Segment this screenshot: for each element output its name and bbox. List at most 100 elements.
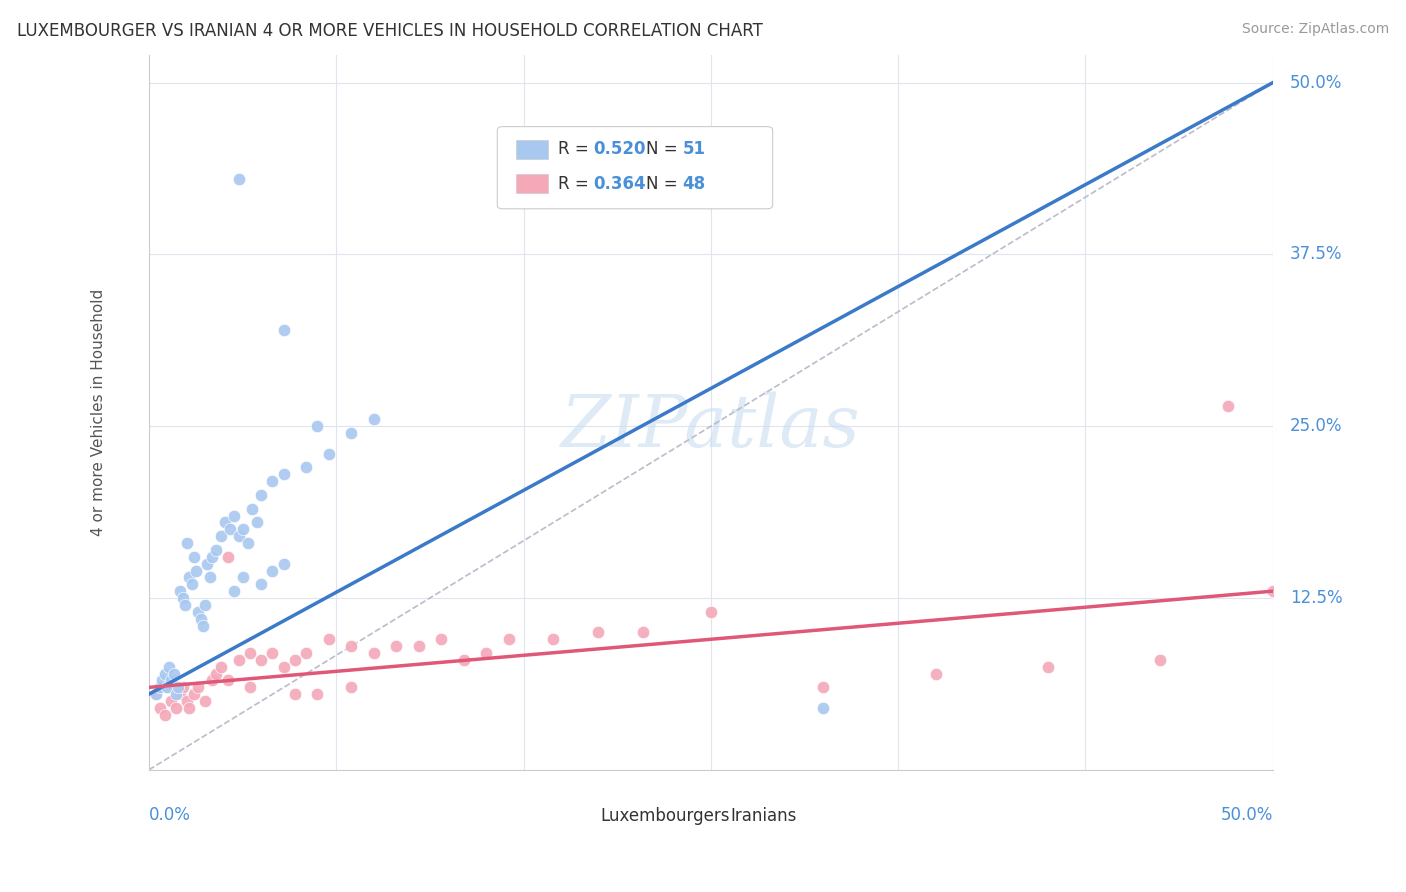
Point <box>284 653 307 667</box>
FancyBboxPatch shape <box>565 808 593 826</box>
FancyBboxPatch shape <box>516 175 548 193</box>
Point <box>214 516 236 530</box>
Point <box>157 659 180 673</box>
FancyBboxPatch shape <box>498 127 773 209</box>
Point <box>217 673 239 688</box>
Point <box>172 681 194 695</box>
Point <box>543 632 565 647</box>
Point <box>239 646 262 660</box>
Point <box>153 666 176 681</box>
Point <box>153 707 176 722</box>
Text: N =: N = <box>645 175 682 193</box>
Point <box>191 618 214 632</box>
Point <box>498 632 520 647</box>
Point <box>273 323 295 337</box>
Point <box>160 694 183 708</box>
Text: N =: N = <box>645 140 682 159</box>
Point <box>173 598 195 612</box>
Point <box>169 687 191 701</box>
Point <box>262 474 284 488</box>
Point <box>284 687 307 701</box>
Point <box>228 171 250 186</box>
Point <box>295 460 318 475</box>
Point <box>194 694 217 708</box>
Text: 0.0%: 0.0% <box>149 805 191 823</box>
Point <box>169 584 191 599</box>
Point <box>209 529 232 543</box>
Point <box>240 501 263 516</box>
Point <box>924 666 946 681</box>
Point <box>1261 584 1284 599</box>
Point <box>165 687 187 701</box>
Point <box>813 701 835 715</box>
Point <box>145 687 167 701</box>
Point <box>1216 399 1239 413</box>
Point <box>307 687 329 701</box>
Point <box>217 549 239 564</box>
Point <box>363 412 385 426</box>
Point <box>172 591 194 605</box>
Text: 50.0%: 50.0% <box>1220 805 1272 823</box>
Text: 4 or more Vehicles in Household: 4 or more Vehicles in Household <box>91 289 105 536</box>
FancyBboxPatch shape <box>516 140 548 159</box>
Text: ZIPatlas: ZIPatlas <box>561 392 860 462</box>
Point <box>228 653 250 667</box>
Point <box>201 549 224 564</box>
Point <box>363 646 385 660</box>
Point <box>198 570 221 584</box>
Point <box>162 666 184 681</box>
Point <box>160 673 183 688</box>
Point <box>176 536 198 550</box>
Text: Source: ZipAtlas.com: Source: ZipAtlas.com <box>1241 22 1389 37</box>
Text: 0.520: 0.520 <box>593 140 645 159</box>
Text: 50.0%: 50.0% <box>1289 74 1343 92</box>
Point <box>205 666 228 681</box>
Point <box>194 598 217 612</box>
Point <box>700 605 723 619</box>
Point <box>262 564 284 578</box>
Text: Iranians: Iranians <box>730 807 796 825</box>
Point <box>224 508 246 523</box>
Point <box>1149 653 1171 667</box>
Text: 37.5%: 37.5% <box>1289 245 1343 263</box>
Point <box>408 639 430 653</box>
Point <box>295 646 318 660</box>
Point <box>385 639 408 653</box>
Point <box>239 681 262 695</box>
Point <box>179 701 201 715</box>
Point <box>340 639 363 653</box>
Point <box>149 701 172 715</box>
Point <box>273 467 295 482</box>
Text: R =: R = <box>558 140 593 159</box>
Text: 0.364: 0.364 <box>593 175 645 193</box>
Point <box>588 625 610 640</box>
Point <box>250 653 273 667</box>
Point <box>273 557 295 571</box>
Text: 48: 48 <box>683 175 706 193</box>
Point <box>475 646 498 660</box>
Point <box>430 632 453 647</box>
Point <box>190 612 212 626</box>
Point <box>209 659 232 673</box>
Point <box>145 687 167 701</box>
Text: 12.5%: 12.5% <box>1289 589 1343 607</box>
Point <box>232 570 254 584</box>
Point <box>201 673 224 688</box>
Text: Luxembourgers: Luxembourgers <box>600 807 730 825</box>
FancyBboxPatch shape <box>695 808 723 826</box>
Point <box>228 529 250 543</box>
Point <box>165 701 187 715</box>
Point <box>224 584 246 599</box>
Point <box>246 516 269 530</box>
Point <box>250 488 273 502</box>
Text: 51: 51 <box>683 140 706 159</box>
Point <box>167 681 190 695</box>
Text: R =: R = <box>558 175 593 193</box>
Point <box>187 605 209 619</box>
Point <box>187 681 209 695</box>
Point <box>453 653 475 667</box>
Point <box>156 681 179 695</box>
Point <box>205 543 228 558</box>
Point <box>149 681 172 695</box>
Point <box>273 659 295 673</box>
